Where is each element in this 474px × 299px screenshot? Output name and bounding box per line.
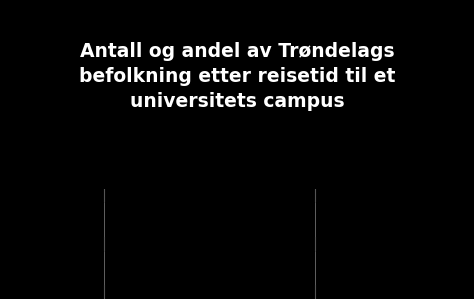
Text: 408 873: 408 873 [178,260,241,276]
Text: 341 668: 341 668 [178,212,241,227]
Text: 90: 90 [43,260,62,276]
Text: 74 %: 74 % [375,212,414,227]
Text: Antall og andel av Trøndelags
befolkning etter reisetid til et
universitets camp: Antall og andel av Trøndelags befolkning… [79,42,395,112]
Text: Alle campus: Alle campus [163,164,256,179]
Text: 30: 30 [43,212,62,227]
Text: 89 %: 89 % [375,260,414,276]
